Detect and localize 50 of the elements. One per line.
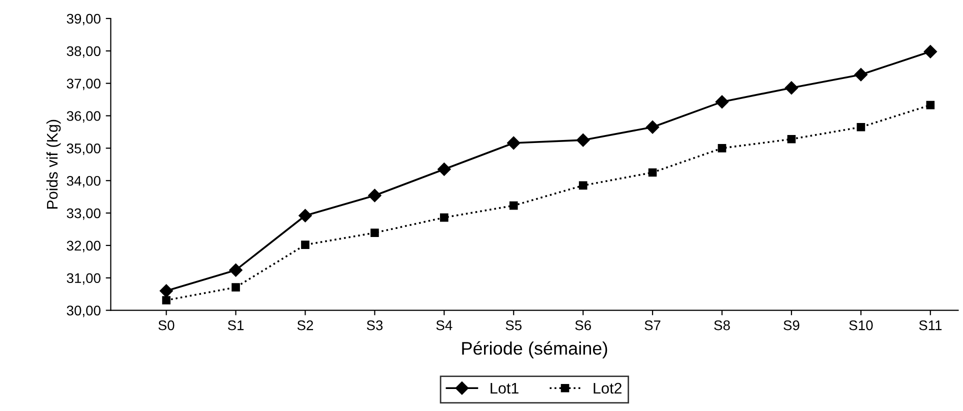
x-tick-label: S7 — [644, 320, 660, 330]
point — [576, 133, 590, 147]
y-tick-label: 35,00 — [66, 144, 100, 155]
point — [440, 213, 448, 222]
y-tick-label: 31,00 — [66, 273, 100, 285]
point — [160, 284, 173, 298]
point — [368, 188, 382, 202]
point — [438, 162, 451, 176]
point — [162, 296, 170, 304]
point — [924, 44, 937, 58]
y-tick-label: 39,00 — [66, 14, 100, 26]
x-tick-label: S5 — [506, 320, 522, 330]
x-axis-title: Période (sémaine) — [462, 341, 608, 358]
point — [232, 283, 240, 292]
y-tick-label: 32,00 — [66, 240, 100, 252]
x-tick-label: S2 — [297, 320, 314, 330]
x-tick-label: S10 — [849, 320, 873, 330]
x-tick-label: S0 — [158, 320, 174, 330]
point — [229, 264, 242, 277]
point — [926, 100, 935, 110]
y-tick-label: 36,00 — [66, 111, 100, 123]
point — [718, 144, 726, 152]
point — [648, 168, 657, 177]
x-tick-label: S1 — [228, 320, 244, 330]
point — [298, 209, 312, 222]
y-tick-label: 34,00 — [66, 176, 100, 188]
x-tick-label: S8 — [714, 320, 730, 330]
x-tick-label: S6 — [575, 320, 591, 330]
legend-label: Lot2 — [594, 382, 622, 394]
y-tick-label: 30,00 — [66, 306, 100, 318]
point — [787, 134, 796, 144]
point — [715, 95, 729, 108]
point — [578, 181, 588, 190]
y-tick-label: 33,00 — [66, 208, 100, 220]
legend-label: Lot1 — [490, 382, 518, 394]
y-tick-label: 37,00 — [66, 78, 100, 90]
x-tick-label: S4 — [436, 320, 452, 330]
point — [784, 81, 798, 94]
y-axis-title: Poids vif (Kg) — [46, 120, 61, 209]
x-tick-label: S11 — [919, 320, 942, 330]
point — [646, 120, 660, 134]
point — [370, 228, 379, 237]
point — [854, 68, 868, 82]
point — [856, 122, 866, 132]
x-tick-label: S3 — [366, 320, 383, 330]
point — [509, 201, 518, 210]
point — [301, 240, 310, 249]
point — [507, 136, 520, 150]
y-tick-label: 38,00 — [66, 46, 100, 58]
x-tick-label: S9 — [784, 320, 800, 330]
